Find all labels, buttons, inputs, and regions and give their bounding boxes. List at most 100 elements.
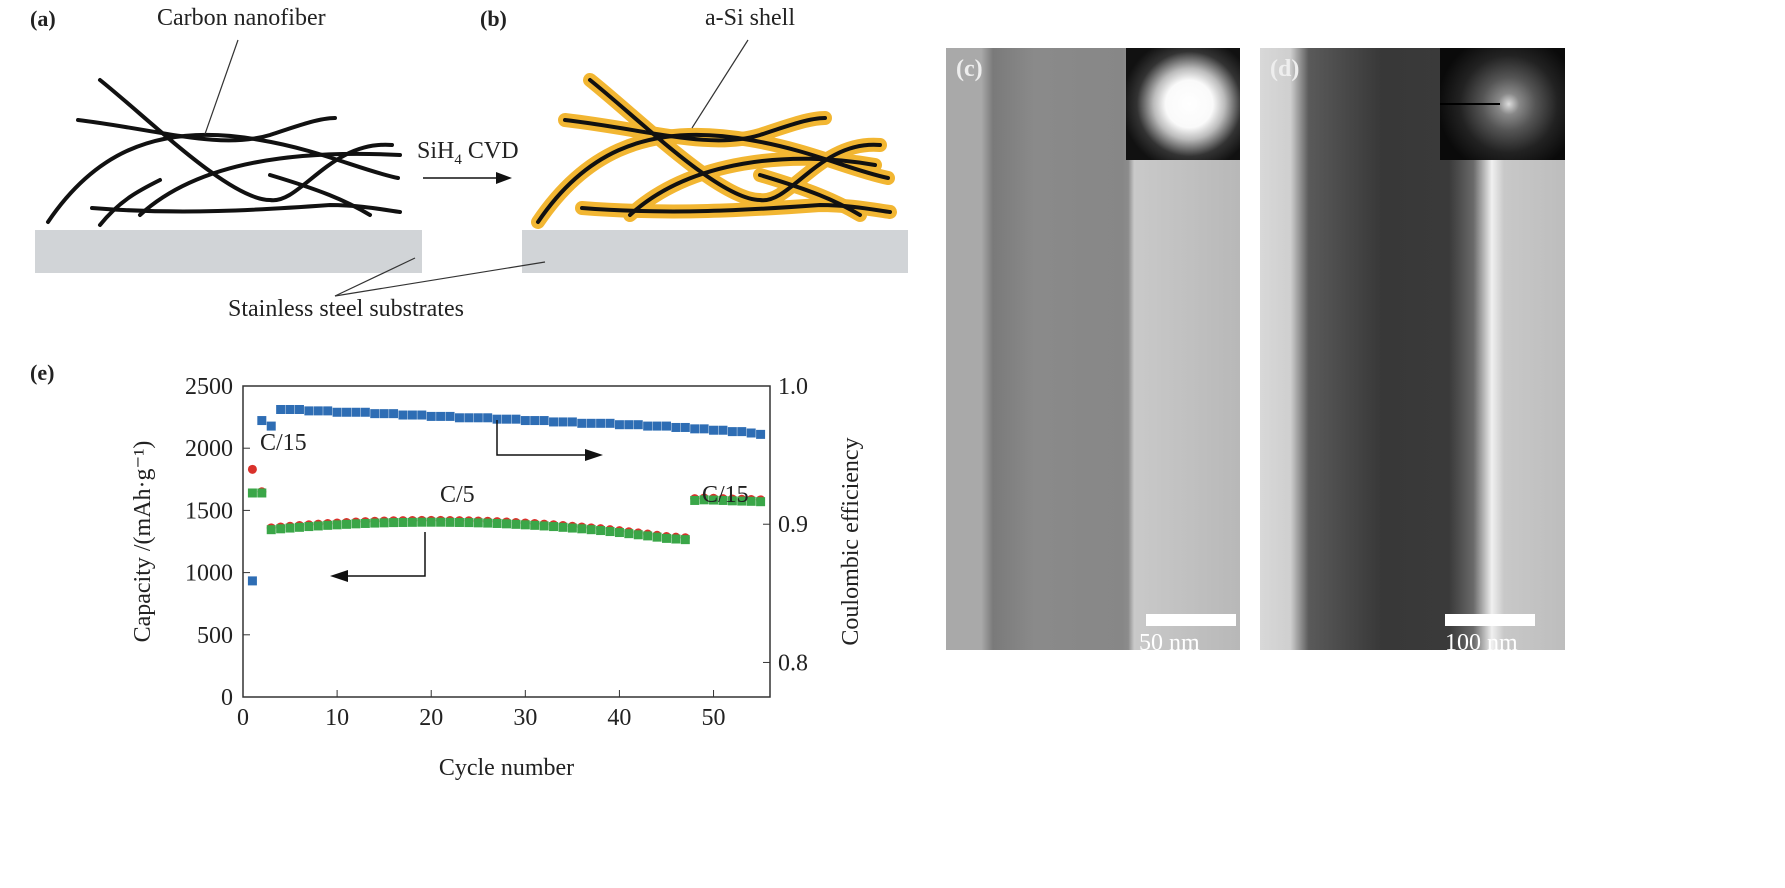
data-point (342, 407, 352, 417)
data-point (417, 517, 427, 527)
y-tick-label: 1000 (185, 561, 233, 587)
data-point (332, 407, 342, 417)
data-point (530, 520, 540, 530)
data-point (567, 417, 577, 427)
data-point (360, 407, 370, 417)
data-point (690, 424, 700, 434)
data-point (671, 422, 681, 432)
data-point (247, 488, 257, 498)
data-point (737, 427, 747, 437)
data-point (266, 525, 276, 535)
x-tick-label: 30 (513, 705, 537, 731)
data-point (624, 529, 634, 539)
left-axis-arrow (342, 532, 426, 577)
data-point (652, 532, 662, 542)
data-point (746, 496, 756, 506)
data-point (360, 518, 370, 528)
data-point (756, 429, 766, 439)
data-point (605, 418, 615, 428)
data-point (511, 414, 521, 424)
data-point (624, 420, 634, 430)
diffraction-inset-c (1126, 48, 1240, 160)
data-point (332, 520, 342, 530)
data-point (680, 535, 690, 545)
data-point (709, 425, 719, 435)
data-point (323, 520, 333, 530)
data-point (737, 496, 747, 506)
data-point (426, 411, 436, 421)
x-tick-label: 40 (607, 705, 631, 731)
data-point (539, 416, 549, 426)
data-point (483, 518, 493, 528)
data-point (614, 528, 624, 538)
data-point (285, 404, 295, 414)
data-point (539, 521, 549, 531)
data-point (473, 413, 483, 423)
annotation-c15-final: C/15 (702, 482, 749, 508)
x-tick-label: 50 (702, 705, 726, 731)
data-point (417, 410, 427, 420)
data-point (294, 404, 304, 414)
y-right-axis-label: Coulombic efficiency (838, 437, 864, 645)
y-tick-label: 0 (221, 685, 233, 711)
data-point (520, 416, 530, 426)
data-point (247, 576, 257, 586)
data-point (577, 524, 587, 534)
data-point (454, 413, 464, 423)
scale-label-c: 50 nm (1139, 630, 1200, 650)
data-point (304, 522, 314, 532)
data-point (699, 424, 709, 434)
data-point (633, 530, 643, 540)
data-point (407, 410, 417, 420)
data-point (756, 497, 766, 507)
right-axis-arrow-head (585, 449, 603, 461)
data-point (596, 526, 606, 536)
left-axis-arrow-head (330, 570, 348, 582)
data-point (483, 413, 493, 423)
data-point (379, 409, 389, 419)
data-point (313, 521, 323, 531)
y-right-tick-label: 1.0 (778, 374, 808, 400)
data-point (643, 531, 653, 541)
y-axis-label: Capacity /(mAh·g⁻¹) (130, 441, 156, 643)
process-label-main: SiH (417, 138, 455, 164)
data-point (370, 518, 380, 528)
data-point (389, 518, 399, 528)
shell-leader-line (691, 39, 749, 129)
data-point (690, 495, 700, 505)
data-point (257, 488, 267, 498)
data-point (709, 495, 719, 505)
panel-label-e: (e) (30, 360, 55, 385)
data-point (492, 518, 502, 528)
x-tick-label: 20 (419, 705, 443, 731)
y-right-tick-label: 0.8 (778, 650, 808, 676)
y-tick-label: 500 (197, 623, 233, 649)
data-point (511, 519, 521, 529)
scale-bar-d (1445, 614, 1535, 626)
data-point (577, 418, 587, 428)
data-point (285, 523, 295, 533)
shell-label: a-Si shell (705, 5, 795, 31)
fiber-label: Carbon nanofiber (157, 5, 326, 31)
data-point (294, 522, 304, 532)
y-tick-label: 2000 (185, 436, 233, 462)
annotation-c5: C/5 (440, 482, 475, 508)
data-point (549, 522, 559, 532)
data-point (605, 527, 615, 537)
data-point (464, 518, 474, 528)
capacity-chart: 0 10 20 30 40 50050010001500200025000.80.91.0… (130, 374, 864, 781)
data-point (257, 416, 267, 426)
data-point (379, 518, 389, 528)
data-point (718, 425, 728, 435)
data-point (247, 464, 257, 474)
data-point (398, 517, 408, 527)
data-point (276, 404, 286, 414)
data-point (699, 495, 709, 505)
substrate-a (35, 230, 422, 273)
scale-label-d: 100 nm (1445, 630, 1518, 650)
data-point (680, 422, 690, 432)
data-point (454, 517, 464, 527)
panel-label-c: (c) (956, 56, 983, 82)
data-point (370, 409, 380, 419)
